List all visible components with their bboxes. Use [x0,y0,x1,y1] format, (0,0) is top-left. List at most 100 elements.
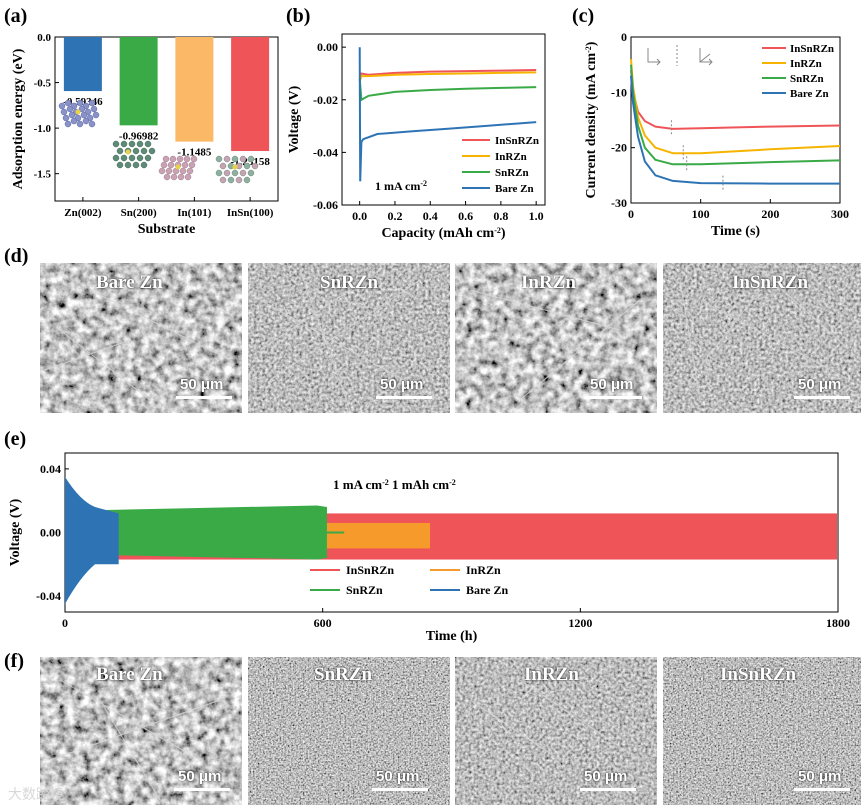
series-line [358,47,537,182]
x-tick-label: InSn(100) [227,207,274,219]
series-band [322,522,431,549]
y-tick-label: -0.04 [36,589,61,603]
legend-label: InRZn [495,151,527,163]
y-tick-label: 0.04 [40,462,61,476]
x-tick-label: 0.8 [493,209,508,223]
panel-letter-b: (b) [286,5,310,27]
y-axis-label: Adsorption energy (eV) [11,48,26,189]
x-tick-label: Zn(002) [64,207,102,219]
bar-value-label: -1.1485 [177,147,211,159]
sem-label-top-4: InSnRZn [732,272,809,293]
sem-scale-bar-top-4 [794,396,850,399]
sem-scale-bar-top-3 [586,396,642,399]
y-tick-label: -0.02 [313,93,338,107]
sem-scale-bar-top-2 [376,396,432,399]
y-axis-label: Current density (mA cm-2) [584,41,600,198]
x-tick-label: 100 [692,207,710,221]
x-tick-label: 0.2 [387,209,402,223]
axes-frame [630,36,841,204]
x-tick-label: 1200 [568,616,592,630]
x-axis-label: Substrate [138,222,196,237]
y-tick-label: -0.5 [34,78,52,90]
panel-letter-d: (d) [4,245,28,267]
panel-letter-e: (e) [4,428,26,450]
chart-a-adsorption-energy: 0.0-0.5-1.0-1.5-0.59346Zn(002)-0.96982Sn… [11,32,279,237]
x-tick-label: In(101) [177,207,212,219]
y-tick-label: 0.0 [37,32,51,44]
legend-label: InRZn [466,563,501,577]
chart-annotation: 1 mA cm-2 1 mAh cm-2 [333,477,456,492]
x-tick-label: 200 [761,207,779,221]
panel-letter-f: (f) [4,650,24,672]
sem-scale-bottom-1: 50 μm [178,768,222,785]
panel-letter-c: (c) [572,5,594,27]
panel-letter-a: (a) [4,5,27,27]
bar-value-label: -0.96982 [119,130,159,142]
y-axis-label: Voltage (V) [287,85,302,153]
bar [175,37,214,142]
sem-scale-bottom-3: 50 μm [584,768,628,785]
y-tick-label: -0.04 [313,145,338,159]
series-line [358,69,537,80]
sem-scale-top-4: 50 μm [798,376,842,393]
legend-label: InSnRZn [790,43,834,55]
x-tick-label: 300 [831,207,849,221]
sem-images-top [40,263,861,413]
x-tick-label: 1.0 [529,209,544,223]
x-tick-label: 1800 [826,616,850,630]
y-axis-label: Voltage (V) [8,498,23,566]
x-tick-label: 0 [62,616,68,630]
crystal-inset-zn002 [58,99,100,128]
sem-fibers [44,269,851,801]
x-tick-label: 600 [314,616,332,630]
x-tick-label: Sn(200) [121,207,157,219]
bar [119,37,158,126]
legend-label: InSnRZn [346,563,394,577]
x-tick-label: 0 [628,207,634,221]
x-axis-label: Time (s) [711,224,760,239]
sem-label-bottom-2: SnRZn [314,664,373,685]
sem-scale-bar-top-1 [176,396,232,399]
y-tick-label: 0.00 [317,40,338,54]
sem-images-bottom [40,657,861,805]
series-band [95,505,327,560]
sem-scale-bar-bottom-4 [794,788,850,791]
sem-label-top-3: InRZn [521,272,576,293]
chart-c-current-density: 0 100 200 300 0 -10 -20 -30 InSnRZn InRZn SnRZn Bar… [584,30,850,239]
legend-label: SnRZn [346,583,383,597]
x-tick-label: 0.0 [352,209,367,223]
sem-label-bottom-3: InRZn [524,664,579,685]
crystal-inset-insn100 [215,155,259,184]
nucleation-schematic-icon [647,45,713,66]
crystal-inset-in101 [158,155,198,181]
sem-scale-bottom-2: 50 μm [376,768,420,785]
y-tick-label: 0 [621,30,627,44]
sem-scale-top-3: 50 μm [590,376,634,393]
series-line [358,78,537,102]
series-line [630,75,840,185]
series-line [630,64,841,166]
sem-scale-bar-bottom-2 [372,788,428,791]
sem-scale-bottom-4: 50 μm [798,768,842,785]
crystal-inset-sn200 [112,140,156,169]
sem-label-bottom-4: InSnRZn [720,664,797,685]
legend-label: Bare Zn [790,88,829,100]
sem-label-top-2: SnRZn [320,272,379,293]
series-band [65,476,119,605]
y-tick-label: 0.00 [40,526,61,540]
chart-e-cycling-voltage: 0 600 1200 1800 0.04 0.00 -0.04 1 mA cm-2 1 mAh… [8,452,850,644]
legend-label: SnRZn [495,167,529,179]
series-line [358,71,537,82]
y-tick-label: -1.5 [34,169,52,181]
legend-label: Bare Zn [466,583,508,597]
y-tick-label: -30 [611,196,627,210]
axes-frame [341,33,546,206]
legend-label: InSnRZn [495,135,539,147]
y-tick-label: -20 [611,141,627,155]
legend-label: SnRZn [790,73,824,85]
x-axis-label: Capacity (mAh cm-2) [381,226,505,242]
bar [63,37,102,92]
legend-label: Bare Zn [495,183,534,195]
y-tick-label: -0.06 [313,198,338,212]
